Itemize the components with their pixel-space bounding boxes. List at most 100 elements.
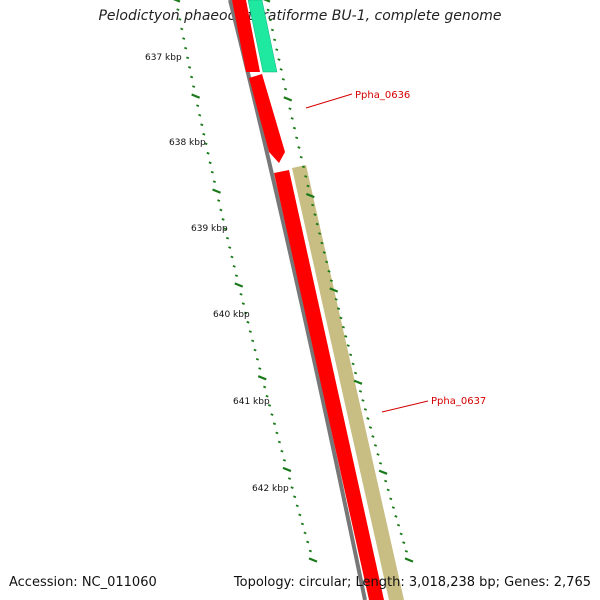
scale-tick: [255, 357, 260, 361]
scale-tick: [263, 385, 267, 389]
scale-tick: [349, 353, 353, 357]
scale-tick: [277, 58, 281, 61]
leader-line-ppha-0636: [305, 93, 353, 109]
scale-tick: [297, 146, 301, 149]
scale-tick: [394, 515, 398, 518]
scale-tick: [191, 93, 201, 99]
scale-tick: [366, 417, 370, 420]
scale-tick: [234, 282, 244, 288]
scale-tick: [386, 488, 390, 492]
cds-red-upper[interactable]: [232, 0, 260, 72]
scale-tick: [341, 325, 345, 329]
scale-tick: [301, 165, 306, 169]
cds-ppha-0637[interactable]: [292, 165, 404, 600]
scale-tick: [306, 184, 310, 188]
scale-tick: [192, 85, 196, 88]
scale-tick: [325, 260, 329, 264]
gene-label-ppha-0636[interactable]: Ppha_0636: [355, 90, 410, 101]
scale-tick: [300, 522, 305, 526]
scale-tick: [200, 123, 204, 127]
scale-tick: [344, 335, 348, 338]
scale-tick: [402, 541, 406, 544]
scale-tick: [182, 37, 186, 40]
scale-tick: [281, 77, 285, 81]
cds-red-lower[interactable]: [274, 170, 384, 600]
accession-text: Accession: NC_011060: [9, 575, 157, 590]
scale-tick: [258, 367, 262, 370]
scale-tick: [275, 48, 279, 52]
scale-tick: [282, 466, 292, 473]
scale-ticks-outer: [263, 0, 414, 563]
scale-tick: [334, 297, 338, 301]
scale-ticks-inner: [173, 0, 318, 563]
scale-tick: [265, 394, 269, 398]
scale-tick: [295, 136, 299, 140]
scale-tick: [180, 27, 184, 31]
scale-tick: [353, 371, 358, 375]
scale-tick: [234, 274, 239, 277]
scale-tick: [190, 75, 194, 79]
scale-tick: [210, 170, 214, 174]
scale-tick: [404, 549, 408, 553]
scale-tick: [178, 17, 182, 21]
cds-teal[interactable]: [247, 0, 278, 73]
scale-tick: [253, 348, 257, 352]
scale-tick: [320, 241, 324, 245]
scale-tick: [305, 192, 315, 199]
scale-tick: [176, 8, 180, 11]
scale-tick: [384, 479, 388, 483]
scale-tick: [266, 8, 270, 12]
scale-tick: [404, 557, 414, 563]
scale-tick: [212, 188, 221, 194]
scale-tick: [283, 96, 293, 102]
scale-tick: [225, 236, 230, 240]
scale-tick: [248, 330, 252, 333]
scale-tick: [230, 255, 234, 259]
scale-tick: [246, 320, 250, 324]
scale-tick: [339, 316, 343, 320]
scale-tick: [272, 422, 277, 426]
scale-tick: [292, 126, 297, 130]
scale-tick: [239, 292, 243, 296]
gene-label-ppha-0637[interactable]: Ppha_0637: [431, 396, 486, 407]
scale-tick: [290, 117, 294, 120]
scale-tick: [293, 495, 297, 499]
topology-text: Topology: circular; Length: 3,018,238 bp…: [233, 575, 591, 590]
scale-tick: [206, 151, 210, 155]
scale-tick: [282, 458, 287, 462]
scale-tick: [228, 246, 232, 249]
scale-tick: [270, 413, 274, 416]
scale-tick: [223, 227, 227, 231]
scale-tick: [376, 453, 380, 456]
scale-tick: [263, 0, 271, 3]
scale-tick: [363, 408, 368, 411]
scale-tick: [389, 497, 393, 501]
scale-tick: [196, 104, 200, 107]
scale-label-637: 637 kbp: [145, 53, 182, 63]
scale-tick: [371, 435, 375, 438]
scale-tick: [270, 28, 275, 32]
cds-ppha-0636[interactable]: [249, 74, 285, 163]
scale-tick: [251, 339, 255, 343]
scale-tick: [336, 307, 341, 310]
scale-tick: [399, 532, 403, 536]
scale-tick: [378, 461, 383, 465]
scale-tick: [368, 426, 373, 429]
scale-tick: [315, 222, 319, 226]
scale-tick: [204, 142, 208, 146]
scale-tick: [279, 68, 283, 71]
scale-tick: [221, 218, 225, 221]
scale-tick: [308, 549, 312, 553]
scale-tick: [378, 469, 388, 475]
scale-tick: [287, 477, 292, 480]
scale-tick: [202, 132, 206, 136]
leader-line-ppha-0637: [381, 400, 429, 413]
scale-tick: [268, 18, 272, 22]
scale-tick: [288, 107, 292, 110]
scale-tick: [322, 251, 326, 254]
scale-tick: [303, 531, 307, 535]
scale-tick: [351, 362, 355, 366]
scale-tick: [280, 449, 284, 453]
scale-tick: [198, 113, 202, 117]
